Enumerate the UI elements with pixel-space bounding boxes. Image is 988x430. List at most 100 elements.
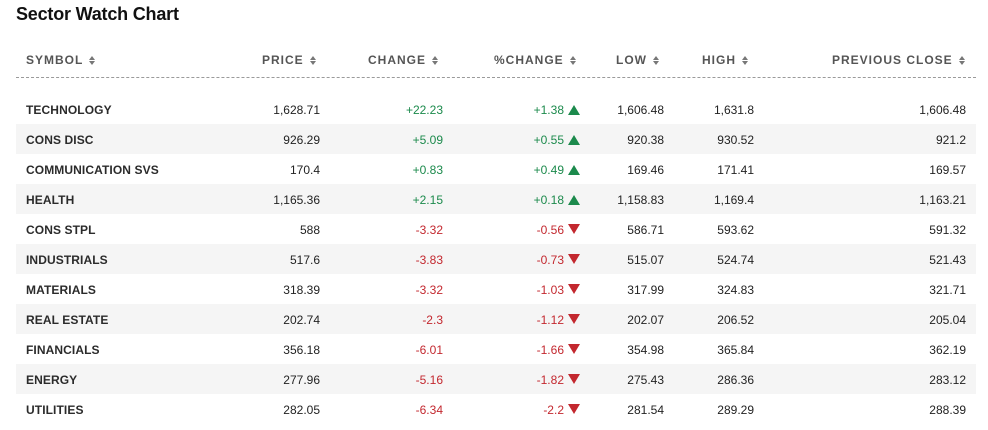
previous-close-cell: 1,606.48: [919, 103, 966, 117]
column-header-label: PREVIOUS CLOSE: [832, 53, 953, 67]
change-cell: +0.83: [412, 163, 443, 177]
arrow-up-icon: [568, 195, 580, 205]
high-cell: 324.83: [717, 283, 754, 297]
low-cell: 515.07: [627, 253, 664, 267]
sort-icon: [569, 55, 576, 65]
sort-icon: [89, 55, 96, 65]
column-header-label: PRICE: [262, 53, 304, 67]
previous-close-cell: 1,163.21: [919, 193, 966, 207]
high-cell: 930.52: [717, 133, 754, 147]
high-cell: 365.84: [717, 343, 754, 357]
symbol-cell[interactable]: REAL ESTATE: [26, 313, 109, 327]
table-row[interactable]: HEALTH 1,165.36 +2.15 +0.18 1,158.83 1,1…: [16, 184, 976, 214]
percent-change-cell: +0.55: [533, 133, 564, 147]
price-cell: 517.6: [289, 253, 320, 267]
high-cell: 171.41: [717, 163, 754, 177]
table-row[interactable]: CONS STPL 588 -3.32 -0.56 586.71 593.62 …: [16, 214, 976, 244]
table-row[interactable]: UTILITIES 282.05 -6.34 -2.2 281.54 289.2…: [16, 394, 976, 424]
price-cell: 1,628.71: [273, 103, 320, 117]
previous-close-cell: 591.32: [929, 223, 966, 237]
previous-close-cell: 362.19: [929, 343, 966, 357]
percent-change-cell: -1.66: [536, 343, 564, 357]
high-cell: 1,631.8: [713, 103, 754, 117]
symbol-cell[interactable]: CONS DISC: [26, 133, 94, 147]
arrow-down-icon: [568, 284, 580, 294]
symbol-cell[interactable]: INDUSTRIALS: [26, 253, 108, 267]
price-cell: 588: [299, 223, 320, 237]
change-cell: +5.09: [412, 133, 443, 147]
percent-change-cell: +0.49: [533, 163, 564, 177]
arrow-down-icon: [568, 404, 580, 414]
arrow-up-icon: [568, 135, 580, 145]
table-header: SYMBOL PRICE CHANGE %CHANGE LOW HIGH PRE…: [16, 42, 976, 78]
percent-change-cell: +0.18: [533, 193, 564, 207]
table-row[interactable]: INDUSTRIALS 517.6 -3.83 -0.73 515.07 524…: [16, 244, 976, 274]
column-header-previous-close[interactable]: PREVIOUS CLOSE: [832, 53, 965, 67]
high-cell: 206.52: [717, 313, 754, 327]
percent-change-cell: -1.82: [536, 373, 564, 387]
previous-close-cell: 321.71: [929, 283, 966, 297]
high-cell: 289.29: [717, 403, 754, 417]
low-cell: 586.71: [627, 223, 664, 237]
previous-close-cell: 521.43: [929, 253, 966, 267]
low-cell: 317.99: [627, 283, 664, 297]
arrow-up-icon: [568, 105, 580, 115]
high-cell: 593.62: [717, 223, 754, 237]
symbol-cell[interactable]: CONS STPL: [26, 223, 96, 237]
column-header-label: %CHANGE: [494, 53, 564, 67]
arrow-down-icon: [568, 314, 580, 324]
price-cell: 170.4: [289, 163, 320, 177]
column-header-label: SYMBOL: [26, 53, 84, 67]
symbol-cell[interactable]: MATERIALS: [26, 283, 97, 297]
percent-change-cell: -2.2: [543, 403, 564, 417]
symbol-cell[interactable]: COMMUNICATION SVS: [26, 163, 159, 177]
price-cell: 1,165.36: [273, 193, 320, 207]
low-cell: 202.07: [627, 313, 664, 327]
symbol-cell[interactable]: FINANCIALS: [26, 343, 100, 357]
sort-icon: [653, 55, 659, 65]
low-cell: 169.46: [627, 163, 664, 177]
previous-close-cell: 169.57: [929, 163, 966, 177]
column-header-low[interactable]: LOW: [616, 53, 659, 67]
column-header-price[interactable]: PRICE: [262, 53, 316, 67]
table-row[interactable]: TECHNOLOGY 1,628.71 +22.23 +1.38 1,606.4…: [16, 94, 976, 124]
column-header-change[interactable]: CHANGE: [368, 53, 439, 67]
arrow-down-icon: [568, 254, 580, 264]
previous-close-cell: 283.12: [929, 373, 966, 387]
price-cell: 282.05: [283, 403, 320, 417]
symbol-cell[interactable]: HEALTH: [26, 193, 75, 207]
symbol-cell[interactable]: TECHNOLOGY: [26, 103, 112, 117]
sort-icon: [309, 55, 316, 65]
column-header-high[interactable]: HIGH: [702, 53, 748, 67]
low-cell: 281.54: [627, 403, 664, 417]
price-cell: 926.29: [283, 133, 320, 147]
table-row[interactable]: COMMUNICATION SVS 170.4 +0.83 +0.49 169.…: [16, 154, 976, 184]
change-cell: -3.32: [415, 283, 443, 297]
sort-icon: [432, 55, 439, 65]
table-body: TECHNOLOGY 1,628.71 +22.23 +1.38 1,606.4…: [16, 94, 976, 424]
percent-change-cell: -1.03: [536, 283, 564, 297]
column-header-label: HIGH: [702, 53, 736, 67]
percent-change-cell: -0.56: [536, 223, 564, 237]
table-row[interactable]: REAL ESTATE 202.74 -2.3 -1.12 202.07 206…: [16, 304, 976, 334]
change-cell: -6.01: [415, 343, 443, 357]
column-header-pchange[interactable]: %CHANGE: [494, 53, 576, 67]
symbol-cell[interactable]: UTILITIES: [26, 403, 84, 417]
column-header-symbol[interactable]: SYMBOL: [26, 53, 96, 67]
change-cell: -3.83: [415, 253, 443, 267]
table-row[interactable]: CONS DISC 926.29 +5.09 +0.55 920.38 930.…: [16, 124, 976, 154]
percent-change-cell: -1.12: [536, 313, 564, 327]
symbol-cell[interactable]: ENERGY: [26, 373, 78, 387]
low-cell: 1,158.83: [617, 193, 664, 207]
table-row[interactable]: ENERGY 277.96 -5.16 -1.82 275.43 286.36 …: [16, 364, 976, 394]
column-header-label: LOW: [616, 53, 647, 67]
previous-close-cell: 288.39: [929, 403, 966, 417]
table-row[interactable]: FINANCIALS 356.18 -6.01 -1.66 354.98 365…: [16, 334, 976, 364]
percent-change-cell: -0.73: [536, 253, 564, 267]
table-row[interactable]: MATERIALS 318.39 -3.32 -1.03 317.99 324.…: [16, 274, 976, 304]
price-cell: 318.39: [283, 283, 320, 297]
low-cell: 920.38: [627, 133, 664, 147]
change-cell: -3.32: [415, 223, 443, 237]
high-cell: 1,169.4: [713, 193, 754, 207]
arrow-down-icon: [568, 344, 580, 354]
